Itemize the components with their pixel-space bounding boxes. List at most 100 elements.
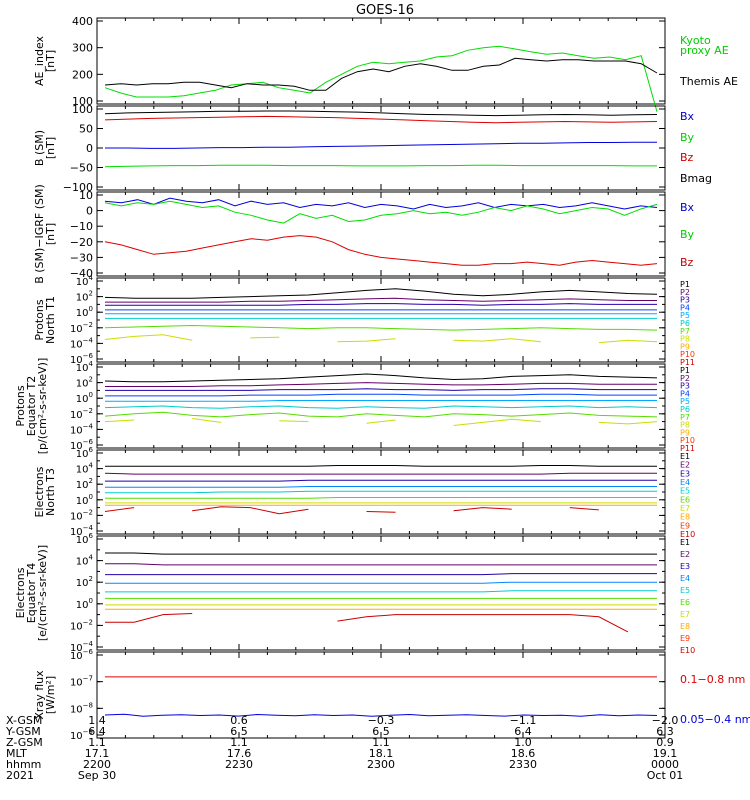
y-tick-label: 100 xyxy=(72,103,93,116)
series-line-bz xyxy=(104,115,658,124)
legend-entry: 0.05−0.4 nm xyxy=(680,713,750,726)
y-tick-label: 10−4 xyxy=(70,336,94,350)
series-line-e5 xyxy=(105,590,657,593)
tick-base: 10 xyxy=(76,277,89,288)
y-tick-label: 104 xyxy=(76,360,94,374)
y-tick-label: 104 xyxy=(76,274,94,288)
tick-exponent: 4 xyxy=(89,360,94,368)
y-axis-label: AE_index xyxy=(33,35,46,86)
legend-entry: E8 xyxy=(680,622,690,631)
panel-frame xyxy=(96,535,666,651)
y-tick-label: 50 xyxy=(79,123,93,136)
y-tick-label: 10−6 xyxy=(70,648,94,662)
series-line-p7 xyxy=(104,411,658,418)
legend-entry: P6 xyxy=(680,405,690,414)
y-tick-label: 10−6 xyxy=(70,352,94,366)
y-tick-label: 0 xyxy=(86,205,93,218)
legend-entry: E4 xyxy=(680,478,690,487)
legend-entry: P10 xyxy=(680,436,695,445)
panel-frame xyxy=(96,363,666,449)
tick-base: 10 xyxy=(76,557,89,568)
tick-exponent: −4 xyxy=(83,422,94,430)
legend-entry: E5 xyxy=(680,586,690,595)
series-line-p3 xyxy=(105,388,657,391)
y-tick-label: −20 xyxy=(70,236,93,249)
panel-frame xyxy=(96,449,666,535)
tick-base: 10 xyxy=(76,394,89,405)
x-axis-value: 17.6 xyxy=(227,747,252,760)
series-line-p2 xyxy=(105,297,657,303)
series-line-e3 xyxy=(105,479,657,482)
series-line-p1 xyxy=(104,288,658,299)
tick-base: 10 xyxy=(70,704,83,715)
y-axis-label: North T3 xyxy=(44,468,57,516)
legend-entry: Bmag xyxy=(680,172,712,185)
legend-entry: E6 xyxy=(680,495,690,504)
legend-entry: Kyoto xyxy=(680,34,711,47)
y-tick-label: 106 xyxy=(76,446,94,460)
y-tick-label: 104 xyxy=(76,462,94,476)
y-axis-label: Xray flux xyxy=(33,670,46,720)
y-tick-label: 10−4 xyxy=(70,640,94,654)
tick-base: 10 xyxy=(76,449,89,460)
series-line-bx xyxy=(105,141,657,149)
tick-exponent: −7 xyxy=(83,675,93,683)
x-axis-value: −1.1 xyxy=(510,714,537,727)
x-axis-value: 18.1 xyxy=(369,747,394,760)
y-tick-label: 10−2 xyxy=(70,407,93,421)
legend-entry: E10 xyxy=(680,530,695,539)
tick-base: 10 xyxy=(76,293,89,304)
legend-entry: P1 xyxy=(680,280,690,289)
x-axis-value: −2.0 xyxy=(652,714,679,727)
tick-exponent: 0 xyxy=(89,391,93,399)
tick-base: 10 xyxy=(70,678,83,689)
x-row-label: hhmm xyxy=(6,758,41,771)
tick-base: 10 xyxy=(76,480,89,491)
legend-entry: proxy AE xyxy=(680,44,729,57)
legend-entry: P3 xyxy=(680,296,690,305)
y-axis-label: Protons xyxy=(14,385,27,426)
series-line-by xyxy=(104,200,658,224)
tick-exponent: −6 xyxy=(83,352,94,360)
tick-base: 10 xyxy=(70,324,83,335)
tick-exponent: −9 xyxy=(83,728,93,736)
series-line-e4 xyxy=(105,486,657,488)
x-axis-value: −0.3 xyxy=(368,714,395,727)
y-axis-label: North T1 xyxy=(44,296,57,344)
tick-base: 10 xyxy=(76,465,89,476)
tick-base: 10 xyxy=(70,621,83,632)
y-axis-label: Equator T4 xyxy=(25,563,38,623)
x-axis-value: 6.4 xyxy=(88,725,106,738)
series-line-bz xyxy=(104,235,658,266)
y-axis-label: Electrons xyxy=(33,466,46,517)
tick-base: 10 xyxy=(70,355,83,366)
y-tick-label: 102 xyxy=(76,575,93,589)
x-axis-value: 17.1 xyxy=(85,747,110,760)
x-axis-value: Oct 01 xyxy=(647,769,684,782)
series-line-e10 xyxy=(105,507,657,514)
y-tick-label: 100 xyxy=(76,597,93,611)
series-line-e1 xyxy=(105,552,657,555)
tick-exponent: 2 xyxy=(89,575,93,583)
y-axis-label: Electrons xyxy=(14,567,27,618)
legend-entry: E9 xyxy=(680,634,690,643)
x-axis-value: 0000 xyxy=(651,758,679,771)
tick-base: 10 xyxy=(76,600,89,611)
legend-entry: Themis AE xyxy=(679,75,738,88)
panel-bsm: 100 50 0 −50 −100 B (SM)[nT] Bx By Bz Bmag xyxy=(33,103,712,194)
legend-entry: E7 xyxy=(680,504,690,513)
legend-entry: E3 xyxy=(680,562,690,571)
y-tick-label: 100 xyxy=(76,305,93,319)
figure-title: GOES-16 xyxy=(356,3,414,18)
tick-base: 10 xyxy=(76,308,89,319)
series-line-p7 xyxy=(104,324,658,331)
y-axis-label: B (SM)−IGRF (SM) xyxy=(33,184,46,284)
legend-entry: E8 xyxy=(680,513,690,522)
tick-base: 10 xyxy=(70,731,83,742)
legend-entry: By xyxy=(680,228,695,241)
tick-exponent: −2 xyxy=(83,407,93,415)
legend-entry: E1 xyxy=(680,538,690,547)
tick-exponent: 6 xyxy=(89,532,94,540)
